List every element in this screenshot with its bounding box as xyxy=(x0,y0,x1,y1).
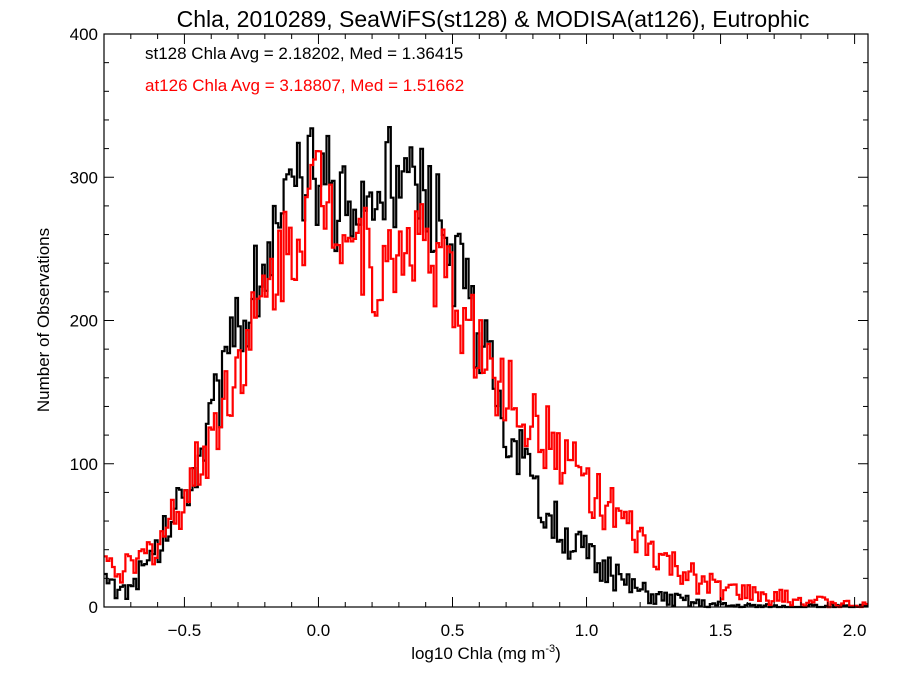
y-tick-label: 0 xyxy=(89,598,98,617)
x-tick-label: 1.5 xyxy=(709,621,733,640)
x-tick-label: 1.0 xyxy=(575,621,599,640)
annotation-at126: at126 Chla Avg = 3.18807, Med = 1.51662 xyxy=(145,76,464,95)
x-axis-label-text: log10 Chla (mg m xyxy=(411,644,545,663)
x-axis-label-close: ) xyxy=(555,644,561,663)
y-axis: 0 100 200 300 400 xyxy=(70,25,868,617)
y-tick-label: 400 xyxy=(70,25,98,44)
y-axis-label: Number of Observations xyxy=(34,228,53,412)
y-tick-label: 200 xyxy=(70,312,98,331)
x-tick-label: 2.0 xyxy=(843,621,867,640)
x-axis-label: log10 Chla (mg m-3) xyxy=(411,643,561,663)
series-line-at126 xyxy=(104,150,868,609)
x-axis-label-superscript: -3 xyxy=(545,643,555,655)
x-axis: −0.5 0.0 0.5 1.0 1.5 2.0 xyxy=(130,34,867,640)
y-tick-label: 100 xyxy=(70,455,98,474)
x-tick-label: 0.5 xyxy=(441,621,465,640)
annotation-st128: st128 Chla Avg = 2.18202, Med = 1.36415 xyxy=(145,44,463,63)
series-line-st128 xyxy=(104,126,868,609)
x-tick-label: −0.5 xyxy=(168,621,202,640)
y-tick-label: 300 xyxy=(70,168,98,187)
x-tick-label: 0.0 xyxy=(307,621,331,640)
chart-title: Chla, 2010289, SeaWiFS(st128) & MODISA(a… xyxy=(177,6,810,32)
series-layer xyxy=(104,126,868,609)
